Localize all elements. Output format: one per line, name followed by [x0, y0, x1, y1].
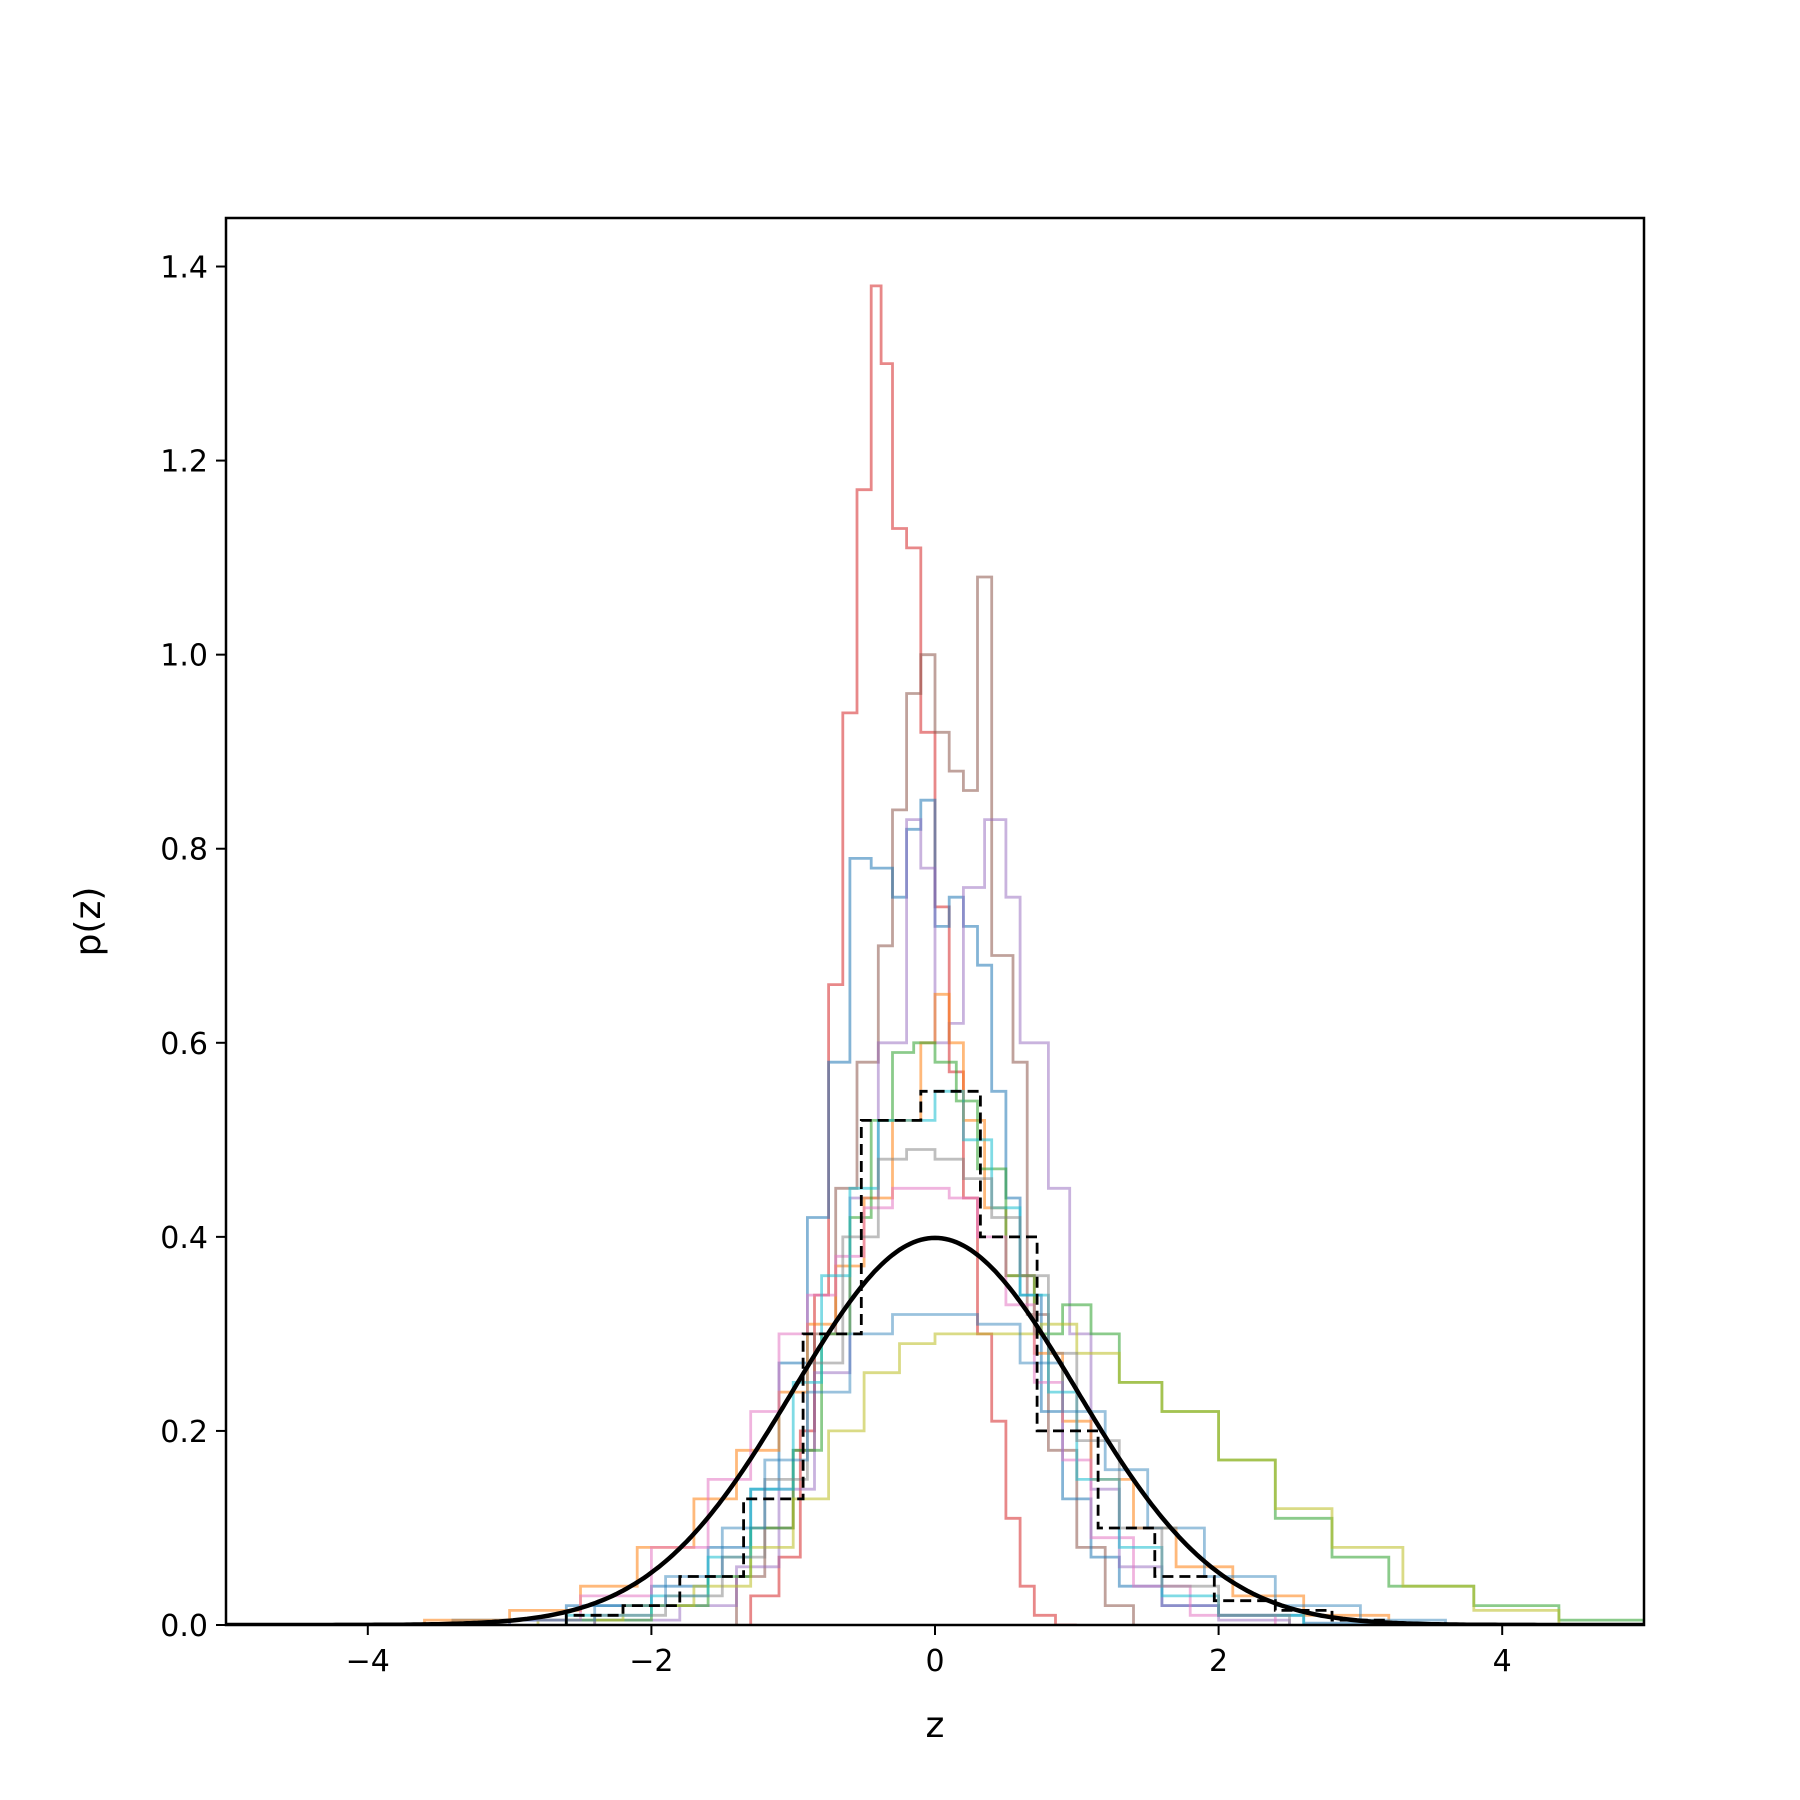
y-tick-label: 0.6: [160, 1027, 208, 1062]
histogram-series-1: [749, 284, 1077, 1625]
histogram-series-7: [536, 1322, 1561, 1625]
y-tick-label: 1.0: [160, 639, 208, 674]
x-tick-label: 4: [1493, 1644, 1512, 1679]
histogram-series-11: [508, 1313, 1447, 1625]
y-tick-label: 1.2: [160, 445, 208, 480]
histogram-series-5: [423, 992, 1391, 1625]
y-tick-label: 1.4: [160, 251, 208, 286]
histogram-series-4: [593, 818, 1291, 1625]
histogram-series-9: [564, 1089, 1306, 1625]
x-tick-label: 0: [925, 1644, 944, 1679]
y-tick-label: 0.0: [160, 1609, 208, 1644]
mean-histogram-dashed: [564, 1089, 1391, 1625]
plot-area: [226, 284, 1644, 1625]
histogram-series-8: [508, 1186, 1277, 1625]
y-tick-label: 0.8: [160, 833, 208, 868]
y-tick-label: 0.4: [160, 1221, 208, 1256]
histogram-series-10: [593, 1148, 1291, 1625]
x-tick-label: 2: [1209, 1644, 1228, 1679]
y-axis-label: p(z): [68, 887, 109, 957]
x-tick-label: −2: [629, 1644, 673, 1679]
x-axis-label: z: [926, 1705, 945, 1746]
y-tick-label: 0.2: [160, 1415, 208, 1450]
normal-pdf-curve: [226, 1235, 1644, 1625]
y-axis: 0.0 0.2 0.4 0.6 0.8 1.0 1.2 1.4: [160, 251, 226, 1644]
x-tick-label: −4: [346, 1644, 390, 1679]
x-axis: −4 −2 0 2 4: [346, 1625, 1512, 1679]
